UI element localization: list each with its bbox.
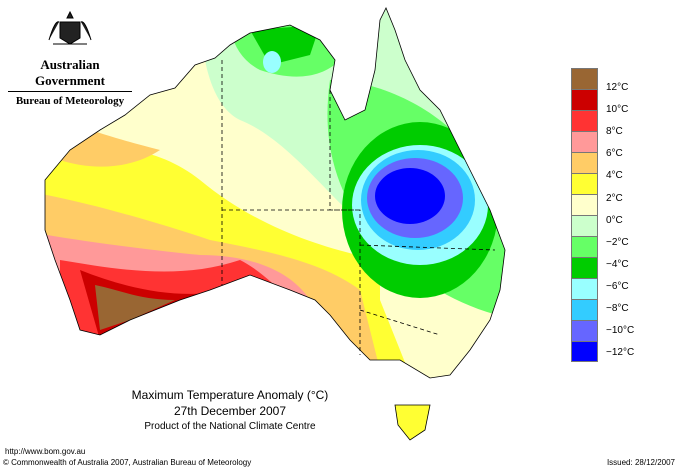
bom-logo: Australian Government Bureau of Meteorol… <box>8 10 132 107</box>
color-legend: 12°C 10°C 8°C 6°C 4°C 2°C 0°C −2°C −4°C −6°C −8°C −… <box>571 68 634 362</box>
bureau-name: Bureau of Meteorology <box>8 91 132 107</box>
legend-swatch <box>571 194 598 215</box>
legend-label: −4°C <box>606 258 629 270</box>
legend-swatch <box>571 278 598 299</box>
map-title: Maximum Temperature Anomaly (°C) <box>131 388 329 402</box>
legend-label: 0°C <box>606 214 623 226</box>
map-product: Product of the National Climate Centre <box>144 421 316 432</box>
legend-label: 6°C <box>606 148 623 160</box>
website-link[interactable]: http://www.bom.gov.au <box>5 447 86 456</box>
issued-date: Issued: 28/12/2007 <box>606 458 675 467</box>
legend-swatch <box>571 236 598 257</box>
legend-swatch <box>571 257 598 278</box>
legend-swatch <box>571 110 598 131</box>
legend-swatch <box>571 299 598 320</box>
coastline-and-borders <box>44 7 506 441</box>
legend-label: 2°C <box>606 192 623 204</box>
legend-label: 12°C <box>606 82 629 93</box>
legend-label: −6°C <box>606 280 629 292</box>
legend-label: −10°C <box>606 325 635 337</box>
legend-label: 10°C <box>606 104 629 116</box>
legend-swatch <box>571 341 598 362</box>
legend-label: −12°C <box>606 347 635 359</box>
legend-swatch <box>571 89 598 110</box>
legend-label: 4°C <box>606 170 623 182</box>
coat-of-arms-icon <box>48 10 92 45</box>
legend-swatch <box>571 173 598 194</box>
map-date: 27th December 2007 <box>173 404 287 418</box>
legend-swatch <box>571 320 598 341</box>
legend-swatch <box>571 131 598 152</box>
legend-swatch <box>571 68 598 89</box>
government-name: Australian Government <box>34 57 106 88</box>
legend-swatch <box>571 215 598 236</box>
legend-label: −2°C <box>606 236 629 248</box>
legend-label: 8°C <box>606 126 623 138</box>
legend-swatch <box>571 152 598 173</box>
copyright: © Commonwealth of Australia 2007, Austra… <box>3 458 252 467</box>
legend-label: −8°C <box>606 303 629 314</box>
